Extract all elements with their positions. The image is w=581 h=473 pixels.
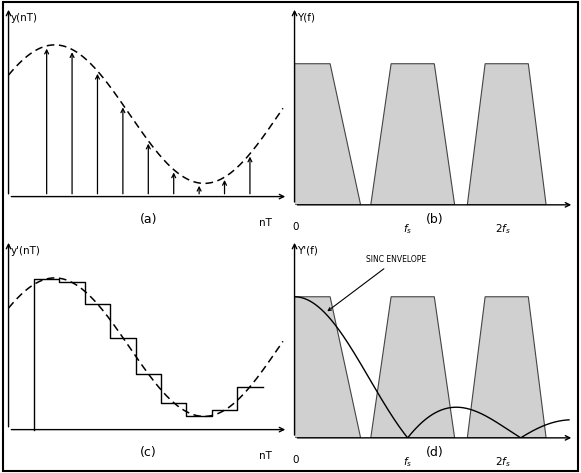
- Text: Y'(f): Y'(f): [296, 246, 317, 256]
- Polygon shape: [467, 297, 546, 438]
- Text: $2f_s$: $2f_s$: [495, 455, 511, 469]
- Text: (b): (b): [425, 213, 443, 226]
- Polygon shape: [371, 297, 454, 438]
- Text: $f_s$: $f_s$: [403, 222, 413, 236]
- Text: 0: 0: [293, 222, 299, 232]
- Polygon shape: [295, 64, 361, 205]
- Text: SINC ENVELOPE: SINC ENVELOPE: [328, 255, 426, 311]
- Text: $f_s$: $f_s$: [403, 455, 413, 469]
- Polygon shape: [467, 64, 546, 205]
- Text: 0: 0: [293, 455, 299, 465]
- Text: nT: nT: [259, 218, 272, 228]
- Text: y(nT): y(nT): [10, 13, 38, 23]
- Text: (a): (a): [139, 213, 157, 226]
- Polygon shape: [371, 64, 454, 205]
- Text: Y(f): Y(f): [296, 13, 314, 23]
- Text: $2f_s$: $2f_s$: [495, 222, 511, 236]
- Text: (d): (d): [425, 446, 443, 459]
- Text: nT: nT: [259, 451, 272, 461]
- Text: y'(nT): y'(nT): [10, 245, 41, 256]
- Text: (c): (c): [140, 446, 157, 459]
- Polygon shape: [295, 297, 361, 438]
